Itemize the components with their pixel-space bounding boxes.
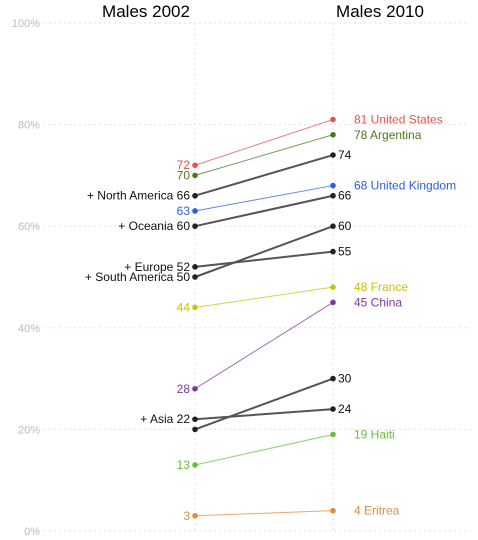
right-label: 4 Eritrea [354, 504, 400, 518]
series-line [194, 286, 334, 308]
right-label: 68 United Kingdom [354, 179, 456, 193]
series-line [194, 154, 334, 197]
left-label: 63 [177, 204, 191, 218]
right-label: 24 [338, 402, 352, 416]
series-points [192, 116, 336, 519]
data-point [330, 223, 336, 229]
gridlines [44, 22, 470, 532]
header-left: Males 2002 [102, 2, 190, 21]
series-line [194, 119, 334, 166]
series-line [194, 301, 334, 390]
left-label: + North America 66 [87, 189, 190, 203]
y-tick-label: 100% [12, 18, 40, 30]
data-point [330, 131, 336, 138]
left-label: 3 [183, 509, 190, 523]
left-label: + Asia 22 [140, 412, 190, 426]
data-point [330, 375, 336, 382]
series-line [194, 510, 334, 517]
y-tick-label: 0% [24, 526, 40, 538]
left-label: 13 [177, 458, 191, 472]
series-line [194, 408, 334, 421]
data-point [192, 223, 198, 229]
data-point [330, 406, 336, 412]
y-tick-label: 60% [18, 221, 40, 233]
data-point [330, 192, 336, 199]
series-line [194, 185, 334, 212]
left-label: + Oceania 60 [118, 219, 190, 233]
data-point [192, 462, 198, 468]
series-line [194, 134, 334, 176]
series-line [194, 250, 334, 268]
left-label: + Europe 52 [124, 260, 190, 274]
data-point [192, 172, 198, 179]
series-line [194, 377, 334, 431]
data-point [192, 208, 198, 214]
data-point [192, 162, 198, 169]
data-point [330, 182, 336, 189]
right-label: 74 [338, 148, 352, 162]
right-label: 66 [338, 189, 352, 203]
right-label: 45 China [354, 295, 402, 309]
data-point [192, 426, 198, 433]
data-point [330, 431, 336, 438]
left-label: 72 [177, 158, 191, 172]
right-label: 48 France [354, 280, 408, 294]
left-label: 44 [177, 300, 191, 314]
data-point [192, 192, 198, 199]
series-line [194, 433, 334, 466]
column-axis-lines [194, 23, 334, 531]
right-label: 60 [338, 219, 352, 233]
series-line [194, 225, 334, 278]
left-label: + South America 50 [85, 270, 190, 284]
data-point [330, 507, 336, 514]
series-lines [194, 119, 334, 517]
right-label: 81 United States [354, 113, 443, 127]
series-line [194, 194, 334, 228]
data-point [330, 284, 336, 290]
data-point [192, 274, 198, 280]
right-label: 78 Argentina [354, 128, 422, 142]
data-point [192, 385, 198, 392]
left-label: 28 [177, 382, 191, 396]
header-right: Males 2010 [336, 2, 424, 21]
left-label: 70 [177, 168, 191, 182]
right-label: 55 [338, 245, 352, 259]
data-point [192, 512, 198, 519]
y-tick-label: 20% [18, 424, 40, 436]
data-point [330, 116, 336, 123]
data-point [330, 299, 336, 306]
y-axis-ticks: 0% 20% 40% 60% 80% 100% [12, 18, 40, 538]
y-tick-label: 40% [18, 323, 40, 335]
data-point [330, 152, 336, 158]
data-point [192, 416, 198, 423]
y-tick-label: 80% [18, 120, 40, 132]
data-point [192, 304, 198, 311]
right-label: 30 [338, 372, 352, 386]
right-label: 19 Haiti [354, 427, 395, 441]
data-point [330, 248, 336, 255]
data-point [192, 264, 198, 270]
